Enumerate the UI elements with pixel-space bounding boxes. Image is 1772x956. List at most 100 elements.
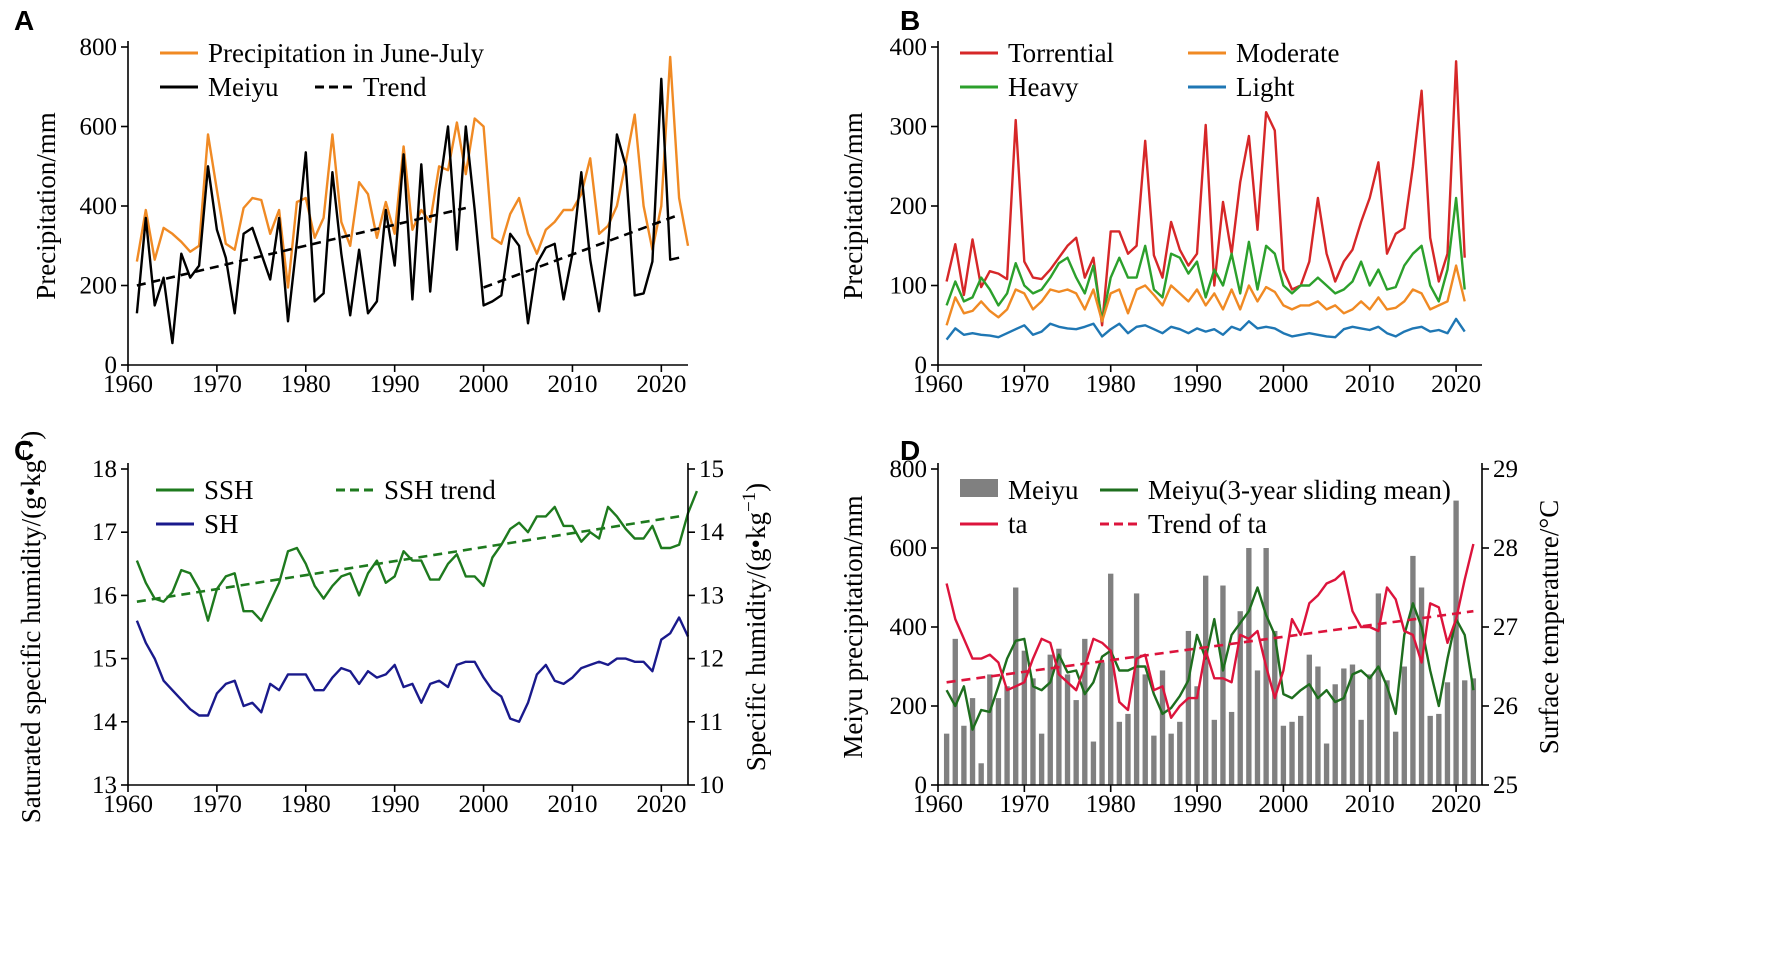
y-axis-title: Meiyu precipitation/mm: [838, 495, 868, 758]
bar-1971: [1030, 678, 1036, 785]
panel-b: 1960 1970 1980 1990 2000 2010 2020 0 100 200 300 40…: [838, 34, 1482, 398]
bar-1991: [1203, 575, 1209, 785]
trend-line-segment: [136, 206, 467, 287]
bar-2003: [1306, 654, 1312, 785]
y2-tick-label: 13: [699, 582, 724, 609]
y2-tick-label: 15: [699, 456, 724, 483]
y2-axis-title-text: Specific humidity/(g•kg: [741, 512, 771, 771]
bar-2016: [1418, 587, 1425, 785]
bar-2022: [1470, 678, 1477, 785]
y-tick-label: 18: [92, 456, 117, 483]
bar-1977: [1082, 638, 1088, 785]
y2-tick-label: 14: [699, 519, 725, 546]
series-line-sh: [135, 616, 690, 723]
x-tick-label: 2010: [547, 791, 597, 818]
series-line-light: [945, 317, 1466, 341]
bar-2002: [1297, 715, 1304, 785]
legend-label: SSH: [204, 475, 254, 505]
x-tick-label: 1970: [999, 371, 1049, 398]
bar-2001: [1289, 721, 1295, 785]
bar-1997: [1254, 670, 1261, 785]
bar-2019: [1444, 682, 1451, 785]
bar-2017: [1427, 715, 1433, 785]
y-tick-label: 15: [92, 646, 117, 673]
series-line-heavy: [945, 196, 1466, 323]
y-axis-title-text: Precipitation/mm: [838, 112, 868, 299]
y2-axis-title: Specific humidity/(g•kg−1): [739, 483, 771, 771]
x-tick-label: 1960: [913, 371, 963, 398]
y-tick-label: 200: [890, 193, 928, 220]
x-tick-label: 2000: [1258, 371, 1308, 398]
bar-1979: [1099, 662, 1105, 785]
x-tick-label: 1990: [1172, 371, 1222, 398]
bar-1973: [1047, 654, 1053, 785]
bar-2000: [1280, 725, 1287, 785]
y-tick-label: 300: [890, 114, 928, 141]
legend-label: Torrential: [1008, 38, 1114, 68]
bar-1978: [1090, 741, 1097, 785]
bar-1980: [1108, 573, 1114, 785]
y-axis-title-text: Meiyu precipitation/mm: [838, 495, 868, 758]
bar-1970: [1021, 650, 1028, 785]
y2-tick-label: 11: [699, 709, 723, 736]
bar-1976: [1073, 700, 1079, 785]
y-axis-title-close: ): [16, 431, 46, 440]
legend-label: Heavy: [1008, 72, 1079, 102]
x-tick-label: 1990: [370, 371, 420, 398]
bar-1964: [969, 698, 976, 785]
bar-1987: [1168, 733, 1174, 785]
legend-label: Trend of ta: [1148, 509, 1267, 539]
y-axis-title-text: Saturated specific humidity/(g•kg: [16, 460, 46, 823]
y-tick-label: 200: [80, 273, 118, 300]
x-tick-label: 1980: [281, 791, 331, 818]
series-line-meiyu: [135, 77, 680, 345]
bar-2010: [1367, 674, 1373, 785]
x-tick-label: 2010: [1345, 791, 1395, 818]
legend-label: ta: [1008, 509, 1028, 539]
bar-2011: [1375, 593, 1382, 785]
series-line-meiyu-3-year-sliding-mean-: [945, 586, 1475, 731]
bar-2021: [1462, 680, 1468, 785]
x-tick-label: 1960: [103, 371, 153, 398]
bar-2006: [1332, 684, 1338, 785]
y-axis-title: Precipitation/mm: [838, 112, 868, 299]
bar-1965: [978, 763, 984, 785]
bar-2012: [1384, 680, 1390, 785]
y2-tick-label: 12: [699, 646, 724, 673]
bar-1985: [1151, 735, 1157, 785]
bar-1996: [1246, 548, 1252, 785]
bar-2008: [1349, 664, 1356, 785]
bar-1995: [1237, 611, 1243, 785]
y2-tick-label: 25: [1493, 772, 1518, 799]
bar-1963: [961, 725, 967, 785]
y-tick-label: 400: [890, 34, 928, 61]
series-line-torrential: [945, 60, 1466, 327]
y2-axis-title-text: Surface temperature/°C: [1534, 500, 1564, 754]
y2-tick-label: 26: [1493, 693, 1518, 720]
y-tick-label: 0: [105, 352, 118, 379]
x-tick-label: 2000: [1258, 791, 1308, 818]
bar-2007: [1341, 668, 1347, 785]
y-tick-label: 800: [890, 456, 928, 483]
bar-2014: [1401, 666, 1407, 785]
legend: Meiyu Meiyu(3-year sliding mean) ta Trend o…: [960, 475, 1451, 539]
y2-axis-title-close: ): [741, 483, 771, 492]
legend-swatch-bar: [960, 479, 998, 497]
y-axis-title-text: Precipitation/mm: [31, 112, 61, 299]
bar-1972: [1038, 733, 1045, 785]
series-line-ssh-trend: [136, 515, 680, 603]
x-tick-label: 1970: [999, 791, 1049, 818]
y-tick-label: 400: [80, 193, 118, 220]
bar-1982: [1125, 713, 1131, 785]
y-tick-label: 0: [915, 352, 928, 379]
legend-label: Meiyu: [208, 72, 279, 102]
legend-label: Trend: [363, 72, 427, 102]
bar-2018: [1436, 713, 1442, 785]
bar-1986: [1159, 670, 1166, 785]
bar-1967: [995, 698, 1002, 785]
x-tick-label: 2000: [459, 791, 509, 818]
y-tick-label: 200: [890, 693, 928, 720]
legend-label: SH: [204, 509, 239, 539]
x-tick-label: 1980: [1086, 371, 1136, 398]
